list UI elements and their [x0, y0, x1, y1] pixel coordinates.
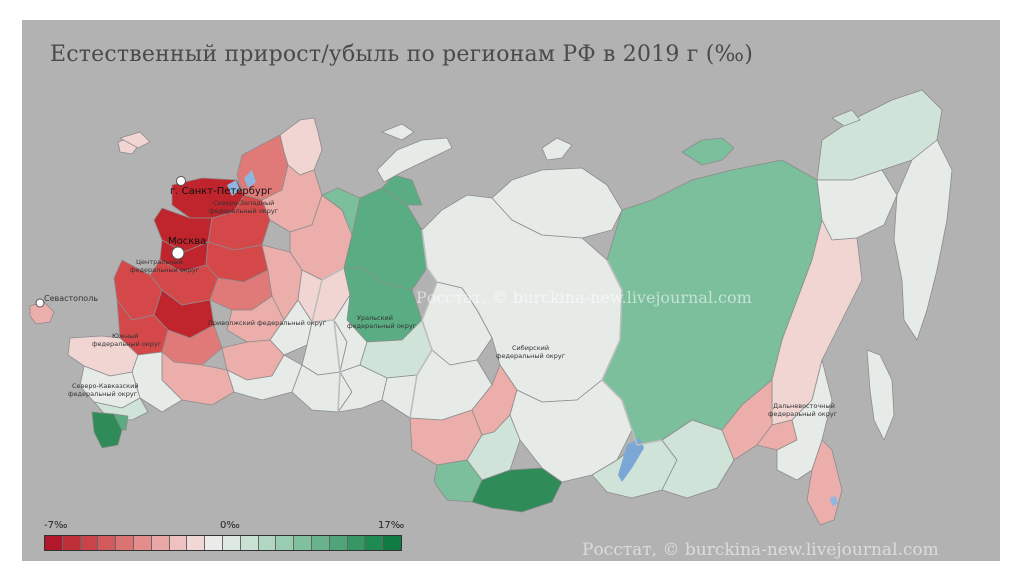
- legend-swatch: [169, 536, 188, 550]
- legend-swatch: [116, 536, 134, 550]
- label-nw-1: Северо-Западный: [213, 199, 274, 207]
- map-title: Естественный прирост/убыль по регионам Р…: [50, 42, 753, 67]
- sevastopol-marker[interactable]: [35, 298, 45, 308]
- legend-swatch: [329, 536, 348, 550]
- watermark-center: Росстат, © burckina-new.livejournal.com: [416, 288, 752, 307]
- label-ural-1: Уральский: [357, 314, 393, 322]
- legend-swatch: [205, 536, 223, 550]
- label-central-2: федеральный округ: [130, 266, 200, 274]
- legend-swatch: [365, 536, 384, 550]
- label-siberia-1: Сибирский: [512, 344, 549, 352]
- label-moscow: Москва: [168, 236, 206, 247]
- lakes: [227, 170, 838, 506]
- region-astrakhan-kalmykia[interactable]: [131, 351, 183, 413]
- island-novosibirsk: [681, 137, 735, 166]
- legend-swatch: [45, 536, 63, 550]
- district-borders: [310, 229, 663, 446]
- label-central-1: Центральный: [136, 258, 183, 266]
- legend-swatch: [62, 536, 81, 550]
- legend-swatch: [187, 536, 206, 550]
- lake-khanka: [830, 496, 838, 506]
- map-panel: г. Санкт-Петербург Москва Севастополь Се…: [22, 20, 1000, 561]
- label-ncaucasus-1: Северо-Кавказский: [72, 382, 139, 390]
- legend-max-label: 17‰: [378, 520, 405, 531]
- island-franz-josef: [119, 131, 151, 149]
- legend-swatch: [98, 536, 117, 550]
- lake-baikal: [618, 438, 644, 482]
- label-volga: Приволжский федеральный округ: [208, 319, 327, 327]
- region-kamchatka[interactable]: [893, 139, 953, 341]
- legend-mid-label: 0‰: [220, 520, 240, 531]
- legend-swatch: [222, 536, 241, 550]
- region-tyva[interactable]: [471, 467, 563, 513]
- watermark-bottom: Росстат, © burckina-new.livejournal.com: [582, 540, 939, 560]
- label-south-2: федеральный округ: [92, 340, 162, 348]
- legend-swatch: [258, 536, 277, 550]
- legend-color-bar: [44, 535, 402, 551]
- lake-ladoga: [227, 180, 240, 196]
- island-severnaya-zemlya: [541, 137, 573, 161]
- legend-swatch: [240, 536, 259, 550]
- region-khakassia[interactable]: [466, 414, 521, 481]
- color-legend: -7‰ 0‰ 17‰: [44, 520, 405, 554]
- label-spb: г. Санкт-Петербург: [170, 186, 272, 197]
- label-south-1: Южный: [112, 332, 138, 340]
- label-ncaucasus-2: федеральный округ: [68, 390, 138, 398]
- legend-swatch: [133, 536, 152, 550]
- label-nw-2: федеральный округ: [209, 207, 279, 215]
- legend-swatch: [383, 536, 401, 550]
- island-svalbard-area: [381, 123, 415, 141]
- region-chechnya[interactable]: [113, 413, 129, 431]
- legend-swatch: [294, 536, 312, 550]
- russia-map: г. Санкт-Петербург Москва Севастополь Се…: [29, 89, 953, 526]
- label-sevastopol: Севастополь: [44, 294, 98, 303]
- island-wrangel: [831, 109, 861, 127]
- legend-swatch: [311, 536, 330, 550]
- region-chelyabinsk-kurgan[interactable]: [337, 364, 388, 413]
- region-novaya-zemlya[interactable]: [376, 137, 453, 183]
- spb-marker[interactable]: [176, 176, 186, 186]
- legend-swatch: [347, 536, 366, 550]
- legend-swatch: [151, 536, 170, 550]
- label-fareast-2: федеральный округ: [768, 410, 838, 418]
- legend-min-label: -7‰: [44, 520, 68, 531]
- legend-swatch: [276, 536, 295, 550]
- region-sakhalin[interactable]: [866, 349, 895, 441]
- region-magadan[interactable]: [816, 169, 898, 241]
- label-fareast-1: Дальневосточный: [773, 402, 835, 410]
- legend-swatch: [80, 536, 99, 550]
- lake-onega: [244, 170, 256, 188]
- moscow-marker[interactable]: [171, 246, 185, 260]
- label-ural-2: федеральный округ: [347, 322, 417, 330]
- label-siberia-2: федеральный округ: [496, 352, 566, 360]
